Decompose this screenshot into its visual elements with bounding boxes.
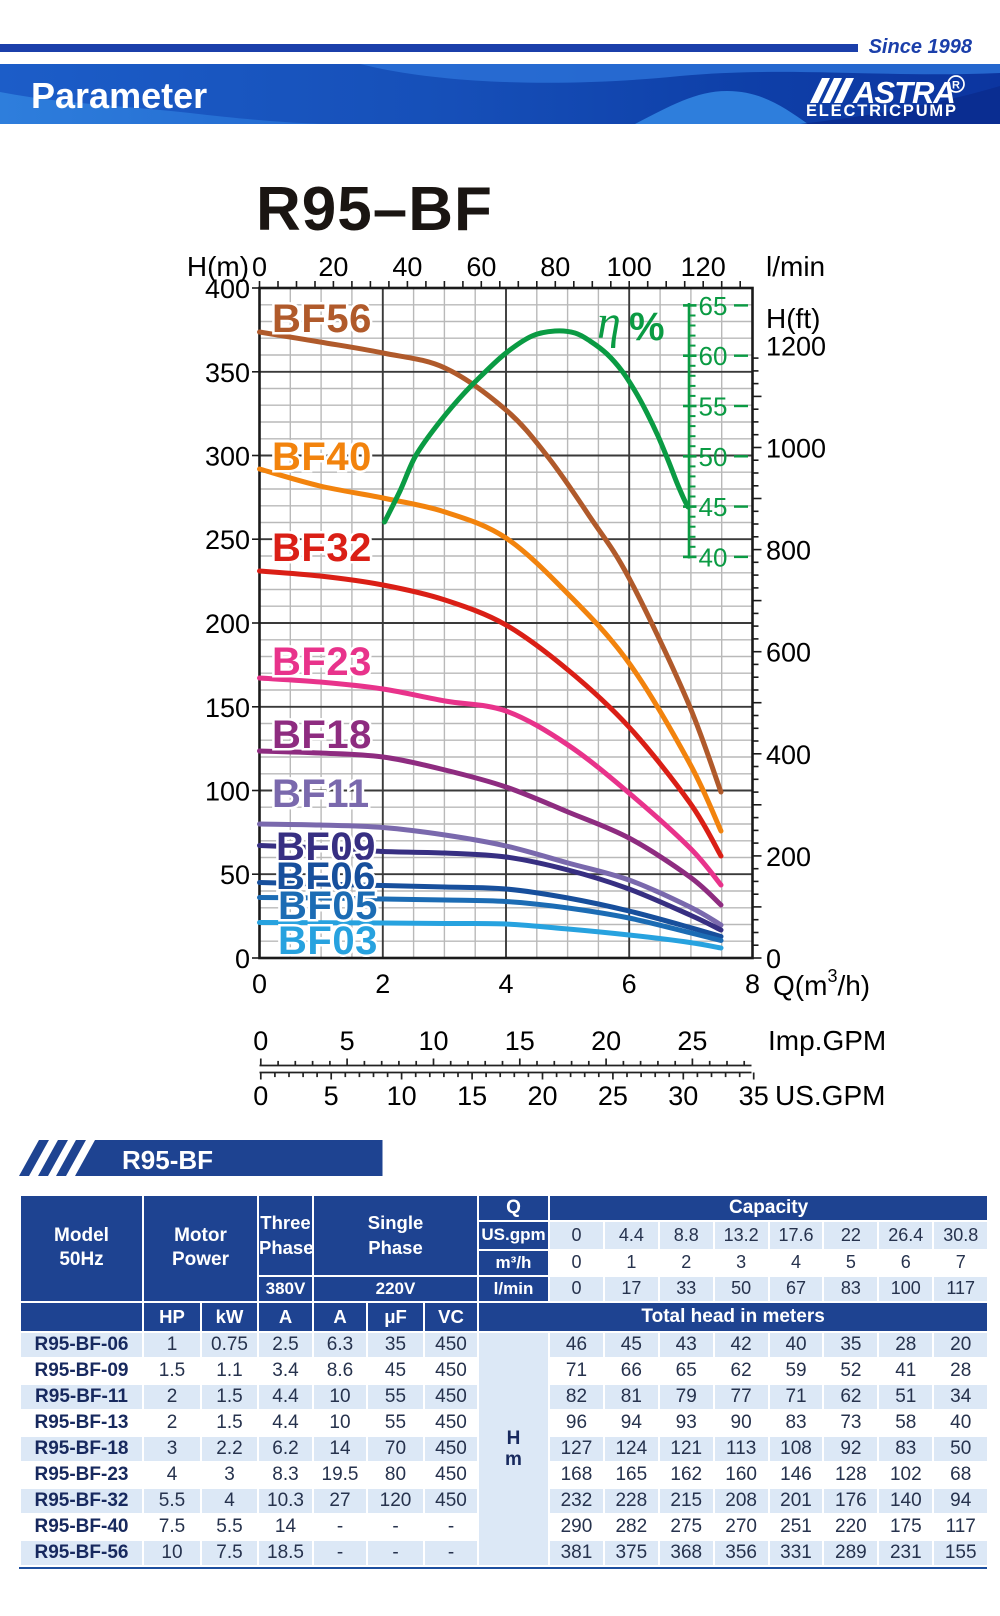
svg-text:25: 25 [677,1026,707,1056]
svg-text:60: 60 [466,252,496,282]
svg-text:20: 20 [527,1081,557,1111]
svg-text:5: 5 [324,1081,339,1111]
svg-text:40: 40 [392,252,422,282]
svg-text:1200: 1200 [766,331,826,361]
svg-text:H(ft): H(ft) [766,303,820,334]
svg-text:200: 200 [766,842,811,872]
svg-text:400: 400 [766,740,811,770]
svg-text:10: 10 [418,1026,448,1056]
svg-text:8: 8 [745,969,760,999]
svg-text:50: 50 [220,860,250,890]
svg-text:10: 10 [387,1081,417,1111]
svg-text:BF09: BF09 [276,825,376,869]
svg-text:0: 0 [252,969,267,999]
svg-text:η: η [597,296,621,349]
svg-text:BF05: BF05 [278,884,378,928]
svg-text:60: 60 [699,341,728,371]
svg-text:Q(m3/h): Q(m3/h) [773,966,870,1001]
svg-text:0: 0 [252,252,267,282]
svg-text:20: 20 [318,252,348,282]
svg-text:5: 5 [340,1026,355,1056]
svg-text:BF32: BF32 [272,526,372,570]
svg-text:2: 2 [375,969,390,999]
svg-text:4: 4 [498,969,513,999]
svg-text:50: 50 [699,442,728,472]
svg-text:BF11: BF11 [272,772,370,816]
svg-text:l/min: l/min [766,251,825,282]
svg-text:R: R [952,80,960,92]
svg-text:30: 30 [668,1081,698,1111]
svg-text:BF40: BF40 [272,435,372,479]
svg-text:40: 40 [699,542,728,572]
svg-text:65: 65 [699,291,728,321]
svg-text:45: 45 [699,492,728,522]
svg-text:H(m): H(m) [187,251,249,282]
svg-text:150: 150 [205,693,250,723]
svg-text:55: 55 [699,392,728,422]
svg-text:Imp.GPM: Imp.GPM [768,1025,886,1056]
svg-text:0: 0 [766,944,781,974]
svg-text:15: 15 [505,1026,535,1056]
svg-text:BF18: BF18 [272,713,372,757]
svg-text:300: 300 [205,442,250,472]
svg-text:0: 0 [253,1081,268,1111]
svg-text:600: 600 [766,638,811,668]
svg-text:6: 6 [622,969,637,999]
svg-text:400: 400 [205,274,250,304]
svg-text:US.GPM: US.GPM [775,1080,885,1111]
svg-text:20: 20 [591,1026,621,1056]
svg-text:250: 250 [205,525,250,555]
svg-text:25: 25 [598,1081,628,1111]
svg-text:1000: 1000 [766,434,826,464]
svg-text:35: 35 [739,1081,769,1111]
svg-text:BF23: BF23 [272,640,372,684]
svg-text:R95–BF: R95–BF [256,175,493,244]
svg-text:80: 80 [540,252,570,282]
svg-text:BF06: BF06 [276,855,376,899]
svg-text:350: 350 [205,358,250,388]
svg-text:ASTRA: ASTRA [852,75,955,110]
svg-text:%: % [629,305,665,349]
svg-text:0: 0 [253,1026,268,1056]
svg-text:100: 100 [607,252,652,282]
svg-text:0: 0 [235,944,250,974]
svg-text:BF56: BF56 [272,297,372,341]
svg-text:100: 100 [205,777,250,807]
svg-text:120: 120 [681,252,726,282]
svg-text:800: 800 [766,536,811,566]
svg-text:200: 200 [205,609,250,639]
svg-text:BF03: BF03 [278,919,378,963]
svg-text:15: 15 [457,1081,487,1111]
